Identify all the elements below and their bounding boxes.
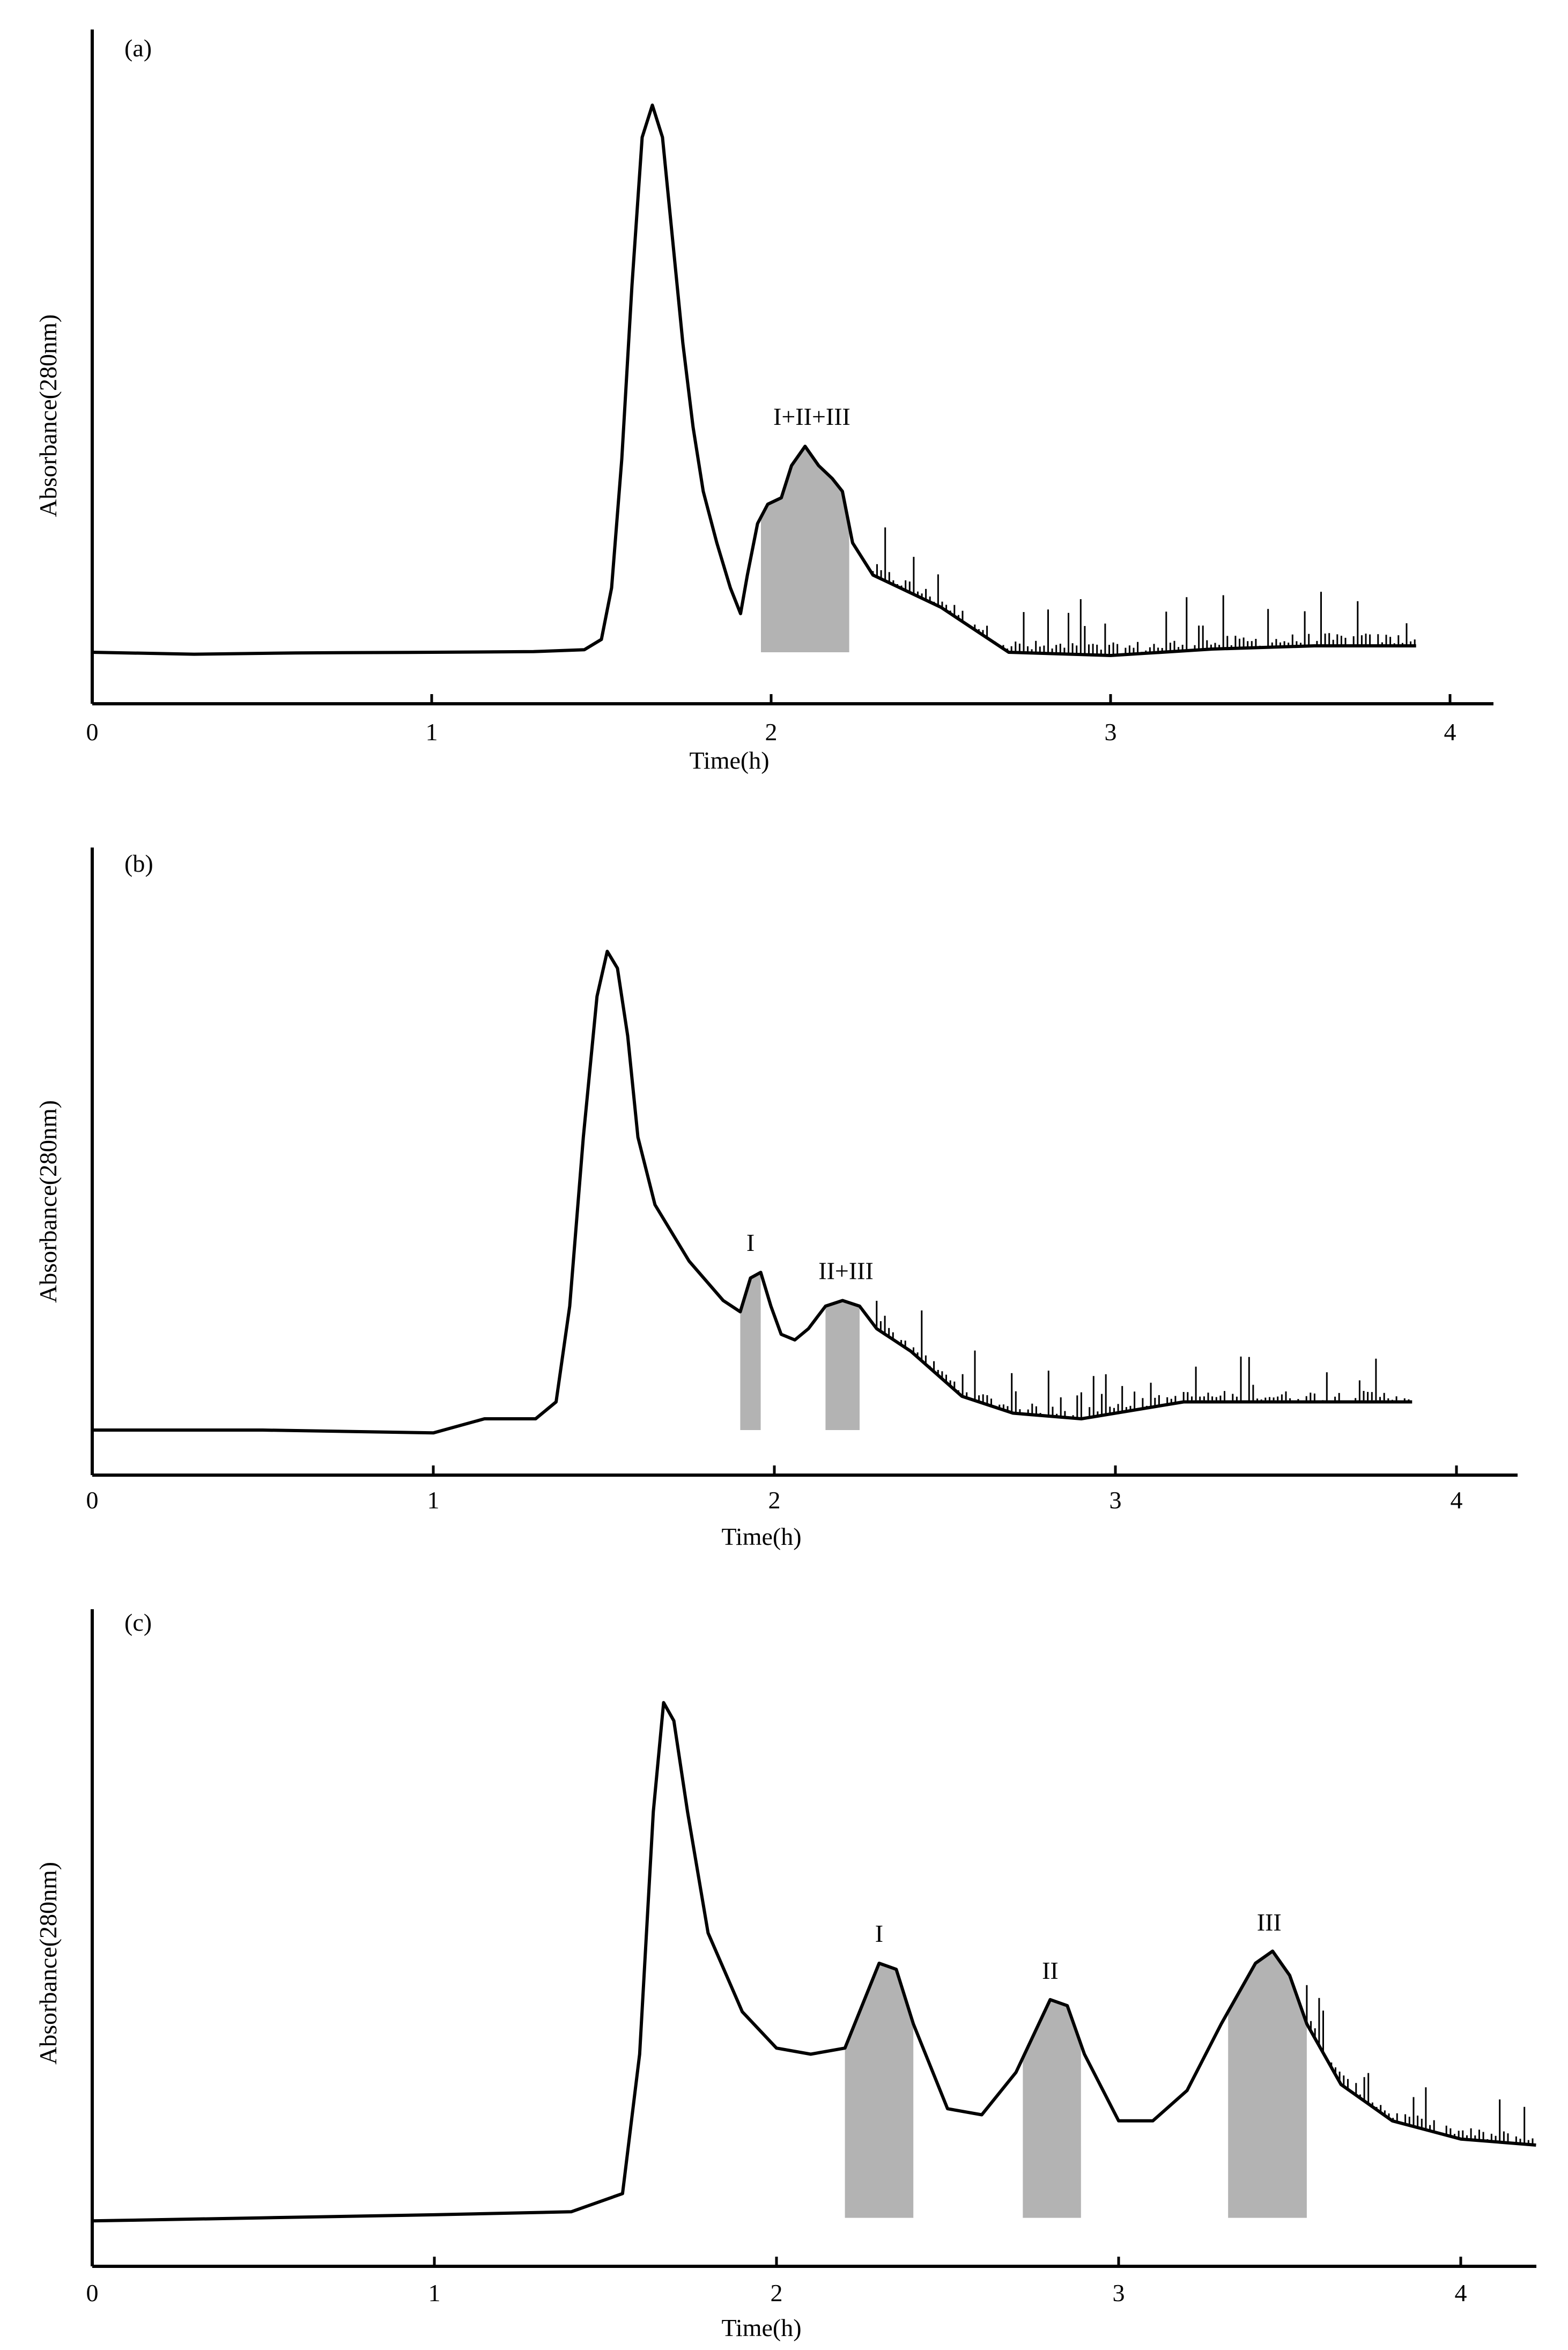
x-tick-label: 1	[428, 2279, 441, 2307]
x-tick-label: 0	[86, 1486, 99, 1514]
x-tick-label: 1	[426, 718, 438, 746]
x-tick-label: 0	[86, 2279, 99, 2307]
x-tick-label: 2	[768, 1486, 781, 1514]
fraction-fill-II	[1023, 2000, 1081, 2218]
fraction-fills	[845, 1951, 1307, 2218]
x-axis-label: Time(h)	[689, 747, 769, 774]
y-axis-label: Absorbance(280nm)	[34, 314, 62, 517]
panel-label: (a)	[124, 34, 152, 62]
fraction-fill-I	[845, 1963, 914, 2218]
panel-a: (a) Absorbance(280nm) Time(h) I+II+III 0…	[34, 30, 1493, 774]
fraction-label: III	[1257, 1909, 1282, 1936]
y-axis-label: Absorbance(280nm)	[34, 1862, 62, 2065]
panel-label: (b)	[124, 850, 153, 877]
fraction-label: II	[1042, 1957, 1059, 1984]
fraction-fill-II+III	[825, 1300, 860, 1430]
x-tick-label: 4	[1451, 1486, 1463, 1514]
fraction-label: I	[746, 1229, 755, 1256]
panel-b: (b) Absorbance(280nm) Time(h) I II+III 0 1…	[34, 848, 1518, 1550]
absorbance-trace	[92, 1701, 1536, 2223]
noise-spike-set	[1306, 1985, 1534, 2145]
absorbance-trace	[92, 104, 1416, 657]
fraction-fills	[740, 1272, 860, 1430]
x-ticks: 0 1 2 3 4	[86, 694, 1456, 746]
fraction-label: II+III	[818, 1257, 874, 1285]
fraction-fills	[761, 446, 849, 652]
fraction-label: I+II+III	[773, 403, 850, 430]
x-tick-label: 2	[771, 2279, 783, 2307]
fraction-fill-I	[740, 1272, 761, 1430]
noise-spikes	[872, 527, 1416, 655]
x-tick-label: 3	[1110, 1486, 1122, 1514]
x-tick-label: 0	[86, 718, 99, 746]
fraction-labels: I+II+III	[773, 403, 850, 430]
y-axis-label: Absorbance(280nm)	[34, 1100, 62, 1303]
noise-spike-set	[872, 527, 1416, 655]
x-axis-label: Time(h)	[721, 1523, 801, 1550]
fraction-fill-III	[1228, 1951, 1307, 2218]
absorbance-trace	[92, 949, 1412, 1435]
x-tick-label: 4	[1455, 2279, 1467, 2307]
x-tick-label: 3	[1113, 2279, 1125, 2307]
x-tick-label: 4	[1444, 718, 1456, 746]
fraction-fill-I+II+III	[761, 446, 849, 652]
x-ticks: 0 1 2 3 4	[86, 1465, 1463, 1514]
x-tick-label: 1	[427, 1486, 440, 1514]
noise-spikes	[1306, 1985, 1534, 2145]
x-axis-label: Time(h)	[721, 2314, 801, 2341]
x-ticks: 0 1 2 3 4	[86, 2257, 1467, 2307]
panel-label: (c)	[124, 1609, 152, 1636]
x-tick-label: 2	[765, 718, 778, 746]
x-tick-label: 3	[1105, 718, 1117, 746]
fraction-label: I	[875, 1920, 883, 1947]
fraction-labels: I II+III	[746, 1229, 874, 1285]
